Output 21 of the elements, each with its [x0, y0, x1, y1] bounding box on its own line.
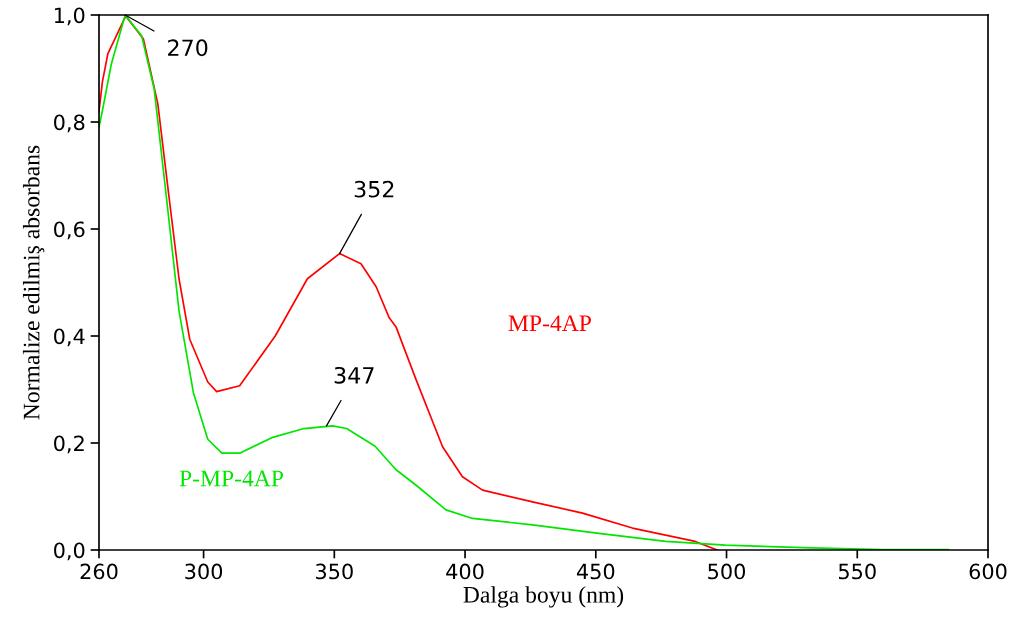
x-tick-label: 600: [969, 563, 1007, 580]
y-axis-title: Normalize edilmiş absorbans: [22, 145, 45, 420]
x-tick-label: 550: [838, 563, 876, 580]
annotation: 270: [168, 39, 208, 57]
x-axis-title: Dalga boyu (nm): [463, 586, 624, 608]
x-tick-label: 400: [446, 563, 484, 580]
x-tick-label: 300: [185, 563, 223, 580]
x-tick-label: 260: [80, 563, 118, 580]
y-tick-label: 1,0: [54, 7, 85, 26]
annotation: 347: [334, 366, 374, 384]
y-tick-label: 0,6: [54, 221, 85, 240]
series-label: P-MP-4AP: [179, 470, 284, 487]
text: MP-4AP: [508, 315, 591, 331]
x-tick-label: 500: [708, 563, 746, 580]
y-tick-label: 0,0: [54, 542, 85, 561]
y-tick-label: 0,8: [54, 114, 85, 133]
x-tick-label: 450: [576, 563, 615, 580]
y-tick-label: 0,4: [54, 328, 85, 347]
annotation: 352: [354, 180, 394, 198]
x-tick-label: 350: [316, 563, 353, 580]
y-tick-label: 0,2: [54, 435, 84, 454]
